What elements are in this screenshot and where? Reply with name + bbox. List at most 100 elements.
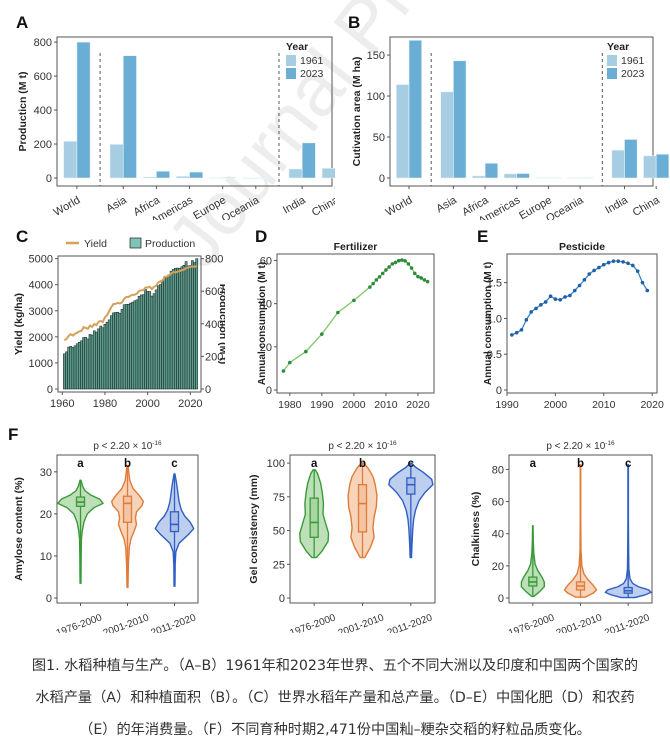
y-tick-label: 40	[492, 529, 504, 541]
y-right-tick-label: 200	[205, 351, 223, 363]
y-tick-label: 0	[498, 593, 504, 605]
data-point-2013	[616, 259, 621, 263]
bar-1961-europe	[535, 177, 549, 179]
data-point-2007	[587, 272, 592, 276]
y-axis-label: Chalkiness (%)	[470, 492, 482, 567]
data-point-2001	[558, 298, 563, 302]
x-tick-label: 2000	[342, 399, 366, 411]
panel-label: D	[255, 227, 267, 246]
x-axis-label: Year	[118, 410, 140, 412]
y-tick-label: 1000	[29, 358, 53, 370]
panel-label: A	[16, 13, 28, 32]
bar-1961-europe	[209, 177, 223, 179]
bar-production-2020	[189, 265, 192, 390]
x-tick-label: World	[384, 194, 415, 219]
series-line	[282, 259, 428, 372]
bar-1961-china	[321, 168, 335, 179]
data-point-2006	[371, 281, 375, 286]
x-tick-label: 2011-2020	[386, 612, 434, 633]
bar-production-2014	[176, 267, 179, 390]
bar-production-2004	[154, 289, 158, 390]
y-tick-label: 5000	[29, 254, 53, 266]
bar-2023-world	[76, 41, 91, 179]
data-point-2010	[601, 262, 606, 267]
y-tick-label: 20	[260, 342, 272, 354]
y-tick-label: 30	[40, 467, 52, 479]
bar-production-2016	[180, 266, 184, 390]
bar-production-1992	[129, 302, 132, 390]
y-tick-label: 100	[267, 458, 285, 470]
bar-2023-africa	[484, 162, 499, 179]
data-point-1995	[336, 310, 340, 315]
data-point-1992	[514, 330, 519, 335]
y-tick-label: 0	[496, 385, 502, 397]
y-tick-label: 0.5	[487, 349, 502, 361]
bar-1961-world	[396, 84, 410, 179]
y-axis-label: Annual consumption (M t)	[483, 262, 494, 385]
bar-production-1964	[69, 346, 73, 390]
data-point-2007	[374, 278, 379, 282]
legend-label: Yield	[84, 238, 107, 250]
y-tick-label: 20	[40, 509, 52, 521]
panel-label: F	[8, 425, 18, 444]
y-tick-label: 0	[279, 593, 285, 605]
bar-production-2023	[195, 258, 199, 390]
data-point-2009	[380, 271, 385, 276]
bar-1961-americas	[175, 176, 190, 179]
legend-label: 2023	[621, 68, 645, 80]
data-point-2012	[390, 262, 395, 266]
panel-label: E	[477, 227, 488, 246]
p-value-label: p < 2.20 × 10-16	[546, 440, 615, 452]
chart-amylose: Fp < 2.20 × 10-16 0 10 20 30 Amylose content …	[8, 425, 199, 633]
legend-swatch	[286, 68, 296, 79]
bar-production-1984	[112, 312, 115, 390]
y-tick-label: 40	[260, 299, 272, 311]
legend-swatch	[286, 55, 296, 66]
bar-production-2009	[165, 277, 169, 390]
bar-production-1975	[92, 330, 96, 390]
data-point-1993	[519, 328, 524, 332]
y-axis-label: Producticn (M t)	[17, 72, 29, 152]
x-tick-label: Oceania	[544, 194, 586, 220]
bar-production-1962	[65, 351, 68, 390]
x-tick-label: 1990	[495, 399, 519, 411]
data-point-1997	[539, 303, 543, 307]
x-tick-label: 2010	[592, 399, 616, 411]
bar-2023-china	[655, 153, 670, 179]
bar-production-1965	[71, 347, 75, 390]
bar-production-1989	[122, 304, 126, 390]
bar-2023-asia	[122, 55, 137, 179]
legend-swatch-production	[129, 237, 142, 249]
bar-production-1981	[105, 321, 109, 390]
y-tick-label: 600	[34, 71, 52, 83]
x-tick-label: 1980	[93, 398, 117, 410]
bar-1961-americas	[503, 173, 518, 179]
legend-title: Year	[286, 41, 308, 53]
y-right-axis-label: Production (M t)	[217, 284, 225, 364]
bar-production-1971	[84, 337, 88, 390]
bar-1961-oceania	[242, 177, 257, 179]
bar-production-2003	[152, 293, 156, 390]
bar-production-1990	[124, 304, 128, 390]
box	[406, 477, 416, 495]
y-right-tick-label: 800	[205, 254, 223, 266]
y-axis-label: Cutivation area (M ha)	[351, 57, 363, 167]
bar-production-2017	[182, 265, 186, 390]
x-tick-label: 1960	[50, 398, 74, 410]
significance-letter: b	[359, 458, 366, 470]
y-tick-label: 200	[34, 139, 52, 151]
chart-title: Pesticide	[559, 241, 605, 253]
x-tick-label: 1976-2000	[288, 612, 337, 633]
chart-cultivation-area: B 0 50 100 150 Cutivation area (M ha) World Asi…	[348, 13, 670, 220]
bar-production-1973	[88, 334, 92, 390]
bar-production-2002	[150, 295, 154, 390]
significance-letter: b	[577, 458, 584, 470]
x-tick-label: 2000	[135, 398, 159, 410]
bar-production-1987	[118, 312, 122, 390]
data-point-2015	[626, 261, 630, 266]
data-point-1991	[510, 333, 514, 337]
bar-1961-india	[288, 168, 303, 179]
caption-line: 水稻产量（A）和种植面积（B）。（C）世界水稻年产量和总产量。（D–E）中国化肥…	[35, 690, 635, 706]
bar-production-2001	[148, 291, 152, 390]
